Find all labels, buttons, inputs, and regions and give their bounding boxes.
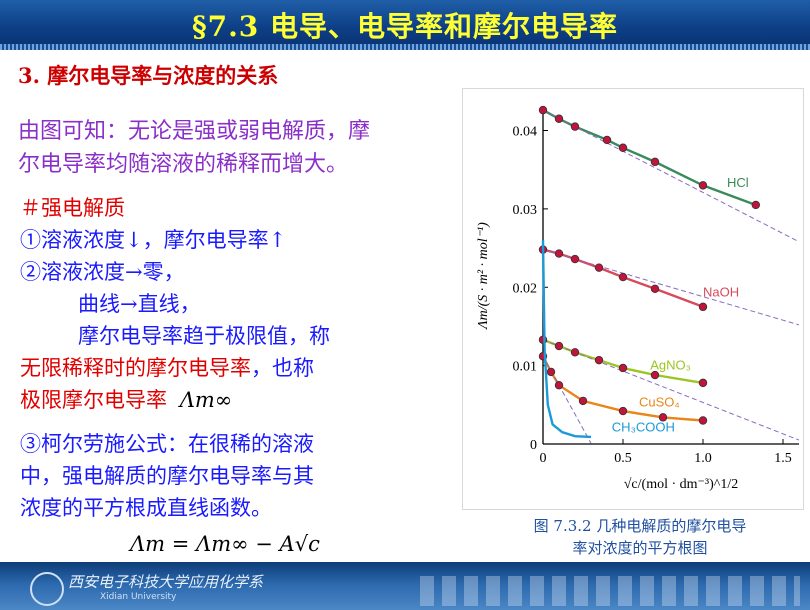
- chart-figure: 0 0.01 0.02 0.03 0.04 0 0.5 1.0 1.5 √c/(mol · dm⁻…: [462, 88, 804, 510]
- kohlrausch-formula: Λm = Λm∞ − A√c: [130, 532, 320, 556]
- point-3a: ③柯尔劳施公式：在很稀的溶液: [20, 432, 314, 456]
- section-heading: 3. 摩尔电导率与浓度的关系: [18, 63, 279, 88]
- data-point: [618, 272, 628, 282]
- data-point: [594, 263, 604, 272]
- footer-text: 西安电子科技大学应用化学系: [68, 573, 264, 591]
- data-point: [578, 396, 588, 406]
- y-tick-label: 0: [530, 438, 537, 453]
- footer-banner: 西安电子科技大学应用化学系 Xidian University: [0, 562, 810, 610]
- point-3b: 中，强电解质的摩尔电导率与其: [20, 464, 314, 488]
- footer-subtext: Xidian University: [100, 592, 177, 602]
- data-point: [554, 341, 564, 351]
- data-point: [650, 157, 660, 167]
- y-tick-label: 0.02: [513, 281, 538, 296]
- data-point: [570, 348, 580, 357]
- data-point: [618, 406, 628, 416]
- caption-line-2: 率对浓度的平方根图: [572, 539, 708, 557]
- data-point: [698, 416, 708, 425]
- data-point: [554, 381, 564, 390]
- limiting-molar-conductivity-term: 极限摩尔电导率: [20, 388, 167, 412]
- data-point: [554, 249, 564, 258]
- point-2d: 无限稀释时的摩尔电导率，也称: [20, 352, 314, 382]
- data-point: [751, 200, 760, 210]
- series-annotation: NaOH: [703, 285, 739, 300]
- conductivity-chart: 0 0.01 0.02 0.03 0.04 0 0.5 1.0 1.5 √c/(mol · dm⁻…: [476, 105, 800, 492]
- data-point: [594, 355, 604, 365]
- slide-title: §7.3 电导、电导率和摩尔电导率: [0, 0, 810, 50]
- caption-line-1: 图 7.3.2 几种电解质的摩尔电导: [533, 517, 747, 535]
- data-point: [698, 181, 708, 190]
- point-2c: 摩尔电导率趋于极限值，称: [78, 324, 330, 348]
- data-point: [698, 378, 708, 388]
- university-logo-icon: [30, 572, 64, 606]
- limiting-tangent-0: [542, 109, 800, 243]
- infinite-dilution-term: 无限稀释时的摩尔电导率: [20, 356, 251, 380]
- data-point: [618, 143, 628, 152]
- y-tick-label: 0.01: [513, 360, 538, 375]
- series-line-4: [541, 240, 592, 439]
- also-called: ，也称: [251, 356, 314, 380]
- x-tick-label: 0.5: [614, 451, 632, 466]
- x-tick-label: 1.5: [774, 451, 792, 466]
- campus-skyline-decoration: [420, 576, 800, 606]
- x-tick-label: 1.0: [694, 451, 712, 466]
- series-annotation: HCl: [727, 175, 749, 190]
- y-tick-label: 0.04: [513, 125, 538, 140]
- data-point: [602, 135, 612, 145]
- limiting-tangent-2: [542, 339, 800, 441]
- series-annotation: CuSO₄: [639, 394, 680, 409]
- data-point: [538, 105, 548, 115]
- data-point: [554, 114, 564, 123]
- limiting-symbol: Λm∞: [179, 388, 233, 412]
- point-3c: 浓度的平方根成直线函数。: [20, 496, 272, 520]
- data-point: [650, 284, 660, 294]
- data-point: [546, 367, 556, 377]
- figure-caption: 图 7.3.2 几种电解质的摩尔电导 率对浓度的平方根图: [490, 515, 790, 559]
- intro-line-2: 尔电导率均随溶液的稀释而增大。: [18, 152, 349, 177]
- point-1: ①溶液浓度↓，摩尔电导率↑: [20, 228, 287, 252]
- data-point: [618, 363, 628, 373]
- series-annotation: AgNO₃: [650, 358, 691, 373]
- data-point: [698, 302, 708, 312]
- limiting-tangent-1: [542, 249, 800, 326]
- point-2e: 极限摩尔电导率 Λm∞: [20, 384, 232, 414]
- strong-electrolyte-heading: ＃强电解质: [20, 196, 125, 220]
- x-tick-label: 0: [540, 451, 547, 466]
- series-annotation: CH₃COOH: [612, 419, 675, 434]
- data-point: [570, 254, 580, 264]
- data-point: [570, 122, 580, 131]
- y-axis-label: Λm/(S · m² · mol⁻¹): [476, 222, 491, 331]
- point-2b: 曲线→直线，: [78, 292, 201, 316]
- data-point: [658, 413, 668, 422]
- x-axis-label: √c/(mol · dm⁻³)^1/2: [624, 477, 739, 492]
- point-2a: ②溶液浓度→零，: [20, 260, 185, 284]
- intro-line-1: 由图可知：无论是强或弱电解质，摩: [18, 119, 371, 144]
- data-point: [650, 370, 660, 380]
- y-tick-label: 0.03: [513, 203, 538, 218]
